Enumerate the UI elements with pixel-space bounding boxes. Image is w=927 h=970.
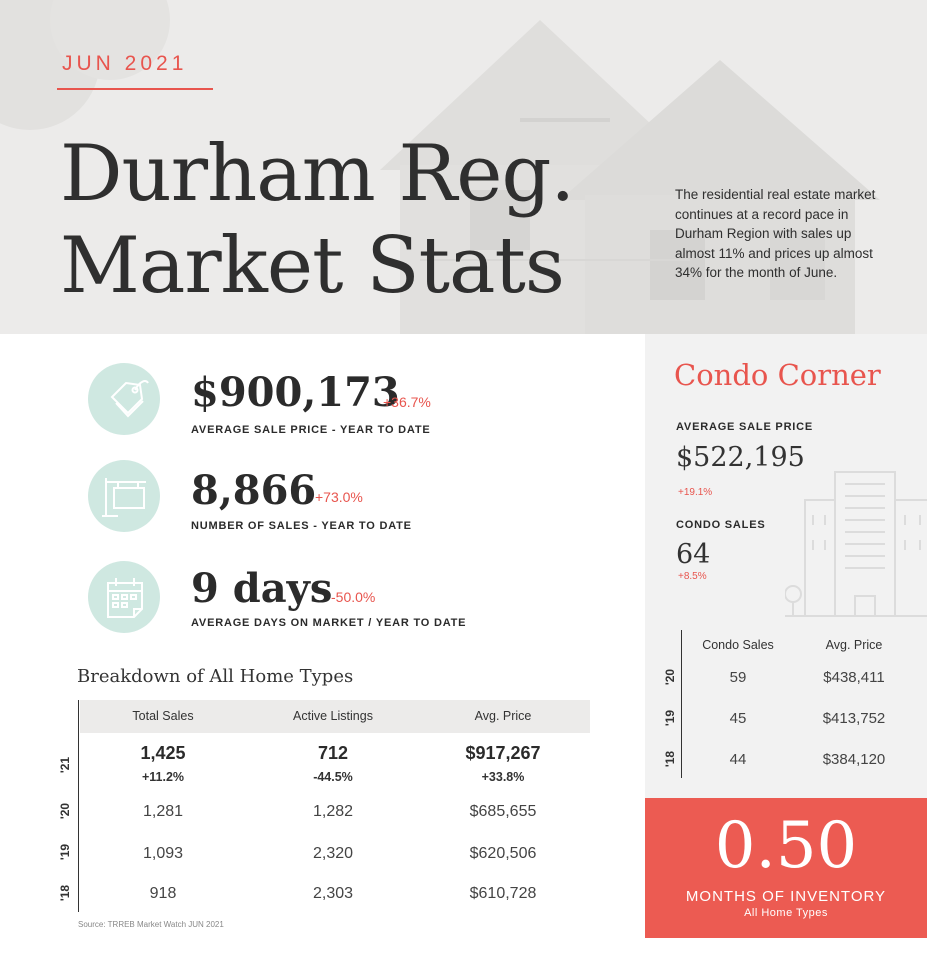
stat-change: -50.0% — [331, 589, 376, 605]
column-header-condo-sales: Condo Sales — [702, 638, 774, 652]
breakdown-header-row — [80, 700, 590, 733]
condo-sales-change: +8.5% — [678, 571, 707, 582]
stat-value: 8,866 — [191, 467, 317, 514]
table-cell: 712 — [317, 743, 349, 763]
condo-sales-label: CONDO SALES — [676, 519, 766, 531]
price-tag-icon — [88, 363, 160, 435]
condo-sales-value: 64 — [676, 539, 711, 570]
table-cell: $384,120 — [822, 751, 886, 768]
table-cell: $620,506 — [469, 845, 537, 862]
calendar-icon — [88, 561, 160, 633]
table-cell: 918 — [149, 885, 177, 902]
table-cell: $413,752 — [822, 710, 886, 727]
inventory-label: MONTHS OF INVENTORY — [685, 888, 887, 905]
house-background-image — [0, 0, 927, 334]
condo-table-axis-line — [681, 630, 682, 778]
table-cell: $685,655 — [469, 803, 537, 820]
months-of-inventory-card: 0.50 MONTHS OF INVENTORY All Home Types — [645, 798, 927, 938]
table-cell-change: +33.8% — [481, 770, 525, 784]
row-year-label: '18 — [663, 750, 677, 768]
intro-paragraph: The residential real estate market conti… — [675, 187, 876, 280]
table-cell: 1,093 — [142, 845, 184, 862]
inventory-sublabel: All Home Types — [744, 907, 828, 919]
row-year-label: '18 — [58, 884, 72, 902]
inventory-value: 0.50 — [714, 809, 858, 883]
breakdown-title: Breakdown of All Home Types — [77, 666, 354, 687]
table-cell: 2,303 — [312, 885, 354, 902]
stat-change: +36.7% — [383, 394, 431, 410]
table-cell: 1,282 — [312, 803, 354, 820]
row-year-label: '19 — [58, 843, 72, 861]
column-header-total-sales: Total Sales — [132, 709, 194, 723]
row-year-label: '19 — [663, 709, 677, 727]
table-cell: 59 — [729, 669, 747, 686]
page-title: Durham Reg. Market Stats — [60, 128, 575, 312]
stat-change: +73.0% — [315, 489, 363, 505]
table-cell: $917,267 — [465, 743, 541, 763]
stat-label: AVERAGE SALE PRICE - YEAR TO DATE — [191, 424, 431, 436]
source-note: Source: TRREB Market Watch JUN 2021 — [78, 920, 224, 929]
column-header-condo-avg-price: Avg. Price — [825, 638, 883, 652]
table-cell-change: +11.2% — [141, 770, 185, 784]
table-cell: 1,425 — [140, 743, 186, 763]
column-header-avg-price: Avg. Price — [474, 709, 532, 723]
title-line-1: Durham Reg. — [60, 129, 575, 219]
stat-label: AVERAGE DAYS ON MARKET / YEAR TO DATE — [191, 617, 467, 629]
stat-label: NUMBER OF SALES - YEAR TO DATE — [191, 520, 412, 532]
hero-banner: JUN 2021 Durham Reg. Market Stats The re… — [0, 0, 927, 334]
month-underline — [57, 88, 213, 90]
table-cell: 1,281 — [142, 803, 184, 820]
column-header-active-listings: Active Listings — [293, 709, 373, 723]
condo-buildings-icon — [785, 471, 927, 617]
row-year-label: '20 — [663, 668, 677, 686]
table-cell: 2,320 — [312, 845, 354, 862]
table-cell: 45 — [729, 710, 747, 727]
title-line-2: Market Stats — [60, 221, 565, 311]
table-cell: 44 — [729, 751, 747, 768]
for-sale-sign-icon — [88, 460, 160, 532]
condo-avg-price-value: $522,195 — [676, 442, 805, 473]
table-cell: $438,411 — [823, 669, 885, 686]
row-year-label: '20 — [58, 802, 72, 820]
breakdown-axis-line — [78, 700, 79, 912]
report-month: JUN 2021 — [62, 52, 188, 75]
table-cell-change: -44.5% — [313, 770, 353, 784]
condo-corner-title: Condo Corner — [674, 358, 881, 392]
stat-value: $900,173 — [191, 369, 400, 416]
stat-value: 9 days — [191, 565, 333, 612]
condo-corner-panel: Condo Corner AVERAGE SALE PRICE $522,195… — [645, 334, 927, 798]
table-cell: $610,728 — [469, 885, 537, 902]
condo-avg-price-change: +19.1% — [678, 487, 713, 498]
row-year-label: '21 — [58, 756, 72, 774]
condo-avg-price-label: AVERAGE SALE PRICE — [676, 421, 814, 433]
